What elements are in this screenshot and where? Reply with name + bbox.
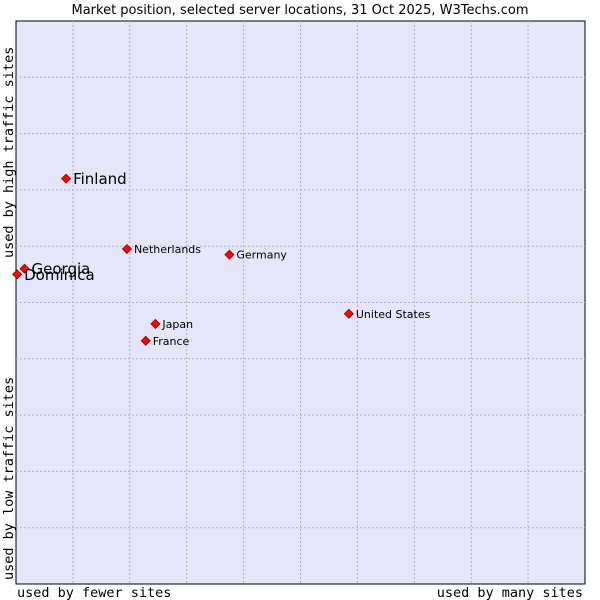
point-label: France (153, 335, 190, 348)
point-label: Japan (161, 318, 193, 331)
chart-title: Market position, selected server locatio… (71, 3, 528, 18)
point-marker (224, 249, 235, 260)
point-finland: Finland (61, 170, 127, 188)
point-label: United States (356, 308, 431, 321)
point-netherlands: Netherlands (121, 243, 201, 256)
point-label: Finland (73, 170, 127, 188)
point-marker (121, 243, 133, 255)
x-axis-label-right: used by many sites (437, 585, 583, 600)
point-marker (150, 318, 161, 329)
grid (16, 21, 585, 584)
point-marker (12, 269, 23, 280)
point-japan: Japan (150, 318, 193, 331)
point-marker (343, 308, 354, 319)
point-marker (19, 263, 30, 274)
x-axis-label-left: used by fewer sites (17, 585, 171, 600)
point-marker (140, 335, 151, 346)
point-marker (61, 173, 72, 184)
point-united-states: United States (343, 308, 431, 321)
point-label: Dominica (24, 266, 95, 284)
y-axis-label-bottom: used by low traffic sites (1, 377, 17, 580)
point-label: Georgia (32, 260, 91, 278)
point-dominica: Dominica (12, 266, 95, 284)
point-label: Netherlands (134, 243, 201, 256)
point-georgia: Georgia (19, 260, 91, 278)
y-axis-label-top: used by high traffic sites (1, 47, 17, 258)
point-france: France (140, 335, 190, 348)
point-label: Germany (236, 249, 287, 262)
point-germany: Germany (224, 249, 287, 262)
